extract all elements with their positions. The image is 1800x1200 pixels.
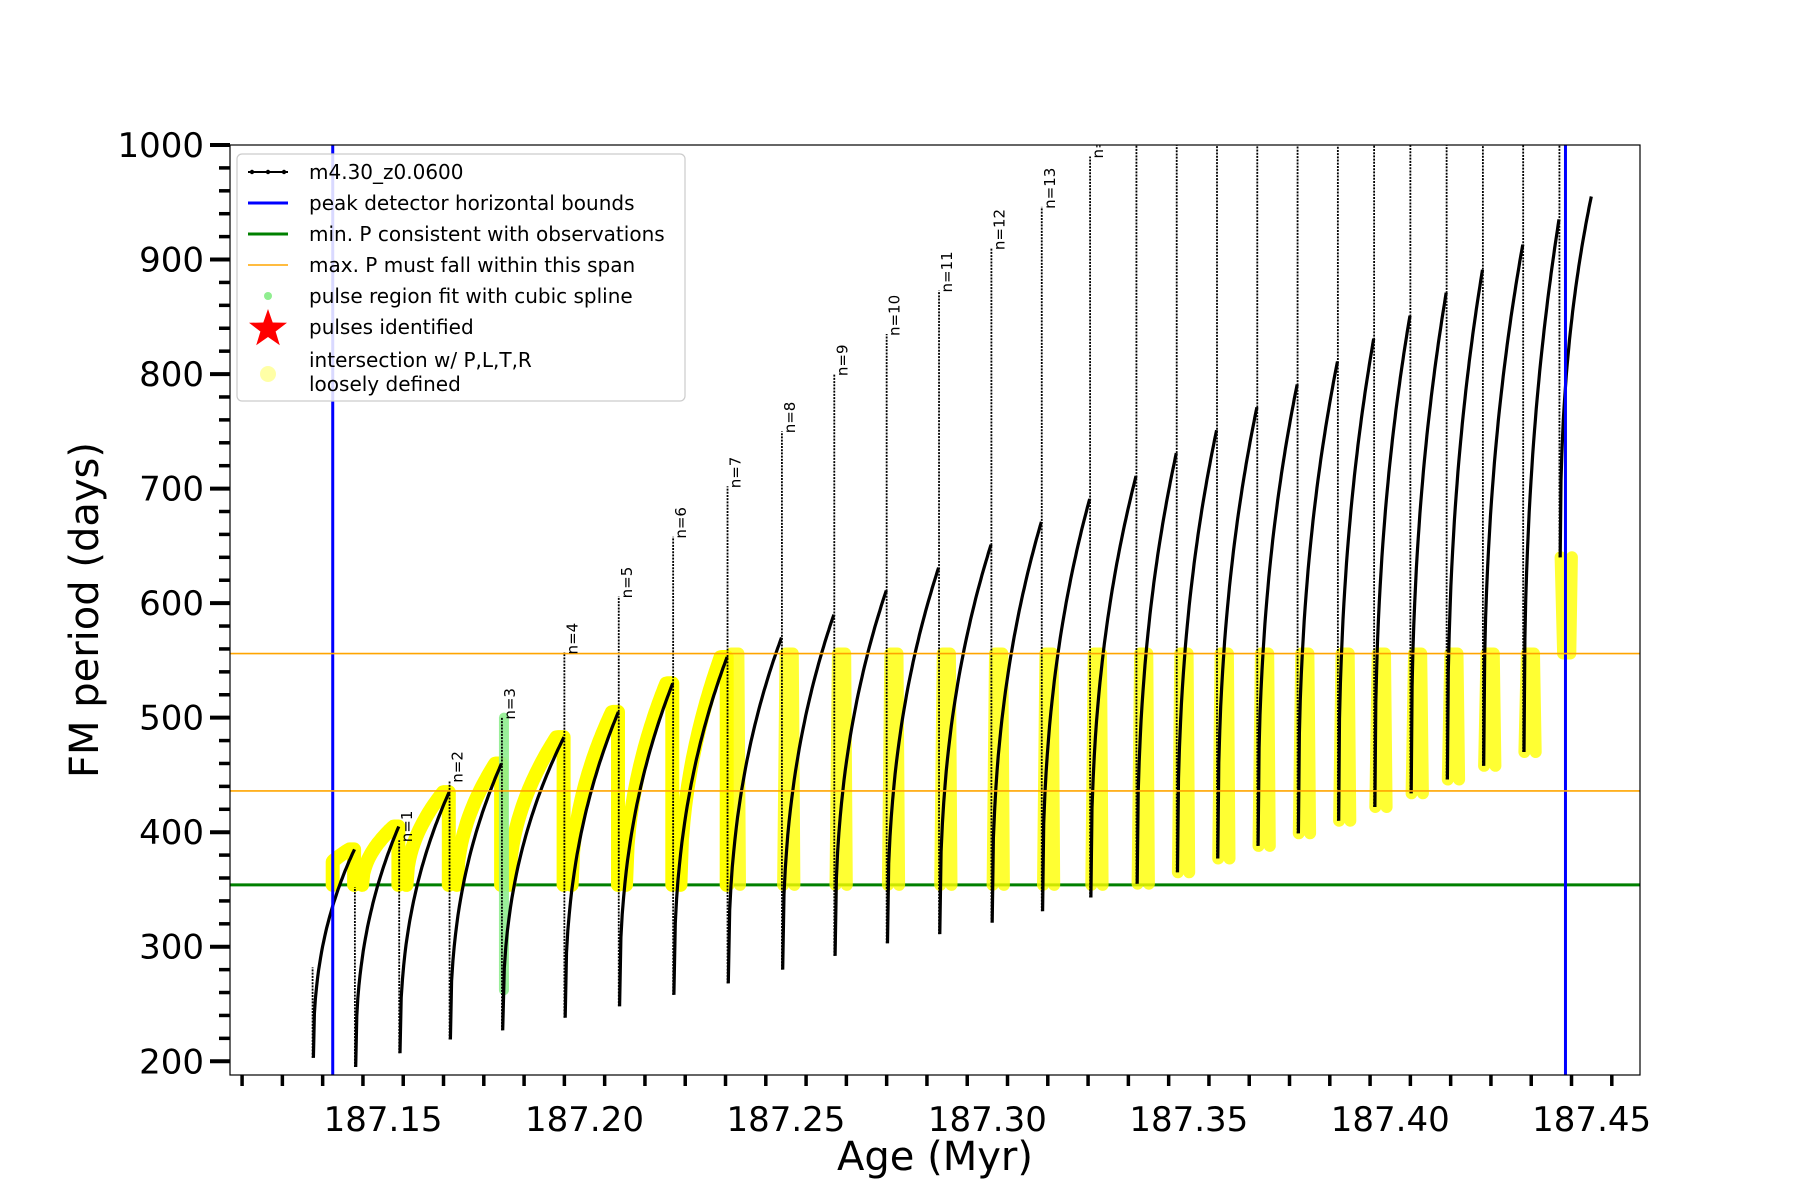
model-cycle (1296, 361, 1340, 834)
y-tick-label: 400 (139, 813, 204, 853)
model-cycle (1337, 338, 1376, 821)
plot-frame (229, 144, 1641, 1076)
model-cycle (781, 614, 836, 970)
pulse-label: n=8 (781, 402, 799, 434)
x-tick-label: 187.30 (928, 1100, 1047, 1140)
model-cycle (1089, 475, 1138, 898)
x-axis-title: Age (Myr) (837, 1134, 1033, 1180)
pulse-label: n=13 (1041, 168, 1059, 209)
intersection-band (399, 785, 456, 892)
legend-item-min-period: min. P consistent with observations (248, 222, 665, 246)
intersection-band (502, 730, 571, 892)
x-tick-label: 187.25 (726, 1100, 845, 1140)
legend-label: max. P must fall within this span (309, 253, 635, 277)
pulse-label: n=2 (449, 751, 467, 783)
pulse-label: n=11 (938, 251, 956, 292)
pulse-label: n=12 (990, 209, 1008, 250)
model-cycle (563, 711, 620, 1018)
legend-label: m4.30_z0.0600 (309, 160, 464, 184)
x-tick-label: 187.40 (1331, 1100, 1450, 1140)
plot-area: n=1 n=2 n=3 n=4 n=5 n=6 n=7 n=8 n=9 n=10 n=11 n=12 n… (230, 117, 1640, 1075)
pulse-label: n=4 (563, 623, 581, 655)
y-axis-title: FM period (days) (62, 442, 108, 778)
legend-item-max-period-span: max. P must fall within this span (248, 253, 635, 277)
y-tick-label: 700 (139, 470, 204, 510)
legend-marker (260, 366, 276, 382)
legend-item-model: m4.30_z0.0600 (248, 160, 464, 184)
x-tick-label: 187.20 (525, 1100, 644, 1140)
star-icon (249, 309, 287, 346)
model-cycle (885, 567, 941, 944)
pulse-label: n=1 (398, 811, 416, 843)
pulse-label: n=5 (618, 567, 636, 599)
y-tick-label: 500 (139, 699, 204, 739)
x-tick-label: 187.35 (1129, 1100, 1248, 1140)
legend-box (236, 153, 686, 402)
intersection-band (564, 704, 625, 892)
legend-label: pulses identified (309, 315, 474, 339)
axes: 200 300 400 500 600 700 800 900 1000 187.15 187.20… (117, 126, 1651, 1140)
legend-label: loosely defined (309, 372, 461, 396)
model-cycle (1256, 384, 1299, 846)
intersection-band (673, 650, 734, 892)
legend-marker (281, 169, 287, 175)
pulse-label: n=7 (727, 457, 745, 489)
model-cycle (1041, 498, 1092, 912)
y-tick-label: 300 (139, 928, 204, 968)
model-cycle (618, 682, 675, 1007)
legend-marker (249, 169, 255, 175)
model-cycle (1175, 429, 1219, 873)
pulse-labels: n=1 n=2 n=3 n=4 n=5 n=6 n=7 n=8 n=9 n=10 n=11 n=12 n… (398, 117, 1107, 843)
legend-label: intersection w/ P,L,T,R (309, 348, 532, 372)
legend-marker (264, 292, 272, 300)
pulse-label: n=14 (1089, 117, 1107, 158)
legend-label: peak detector horizontal bounds (309, 191, 635, 215)
y-tick-label: 900 (139, 241, 204, 281)
y-tick-label: 1000 (117, 126, 204, 166)
model-cycle (398, 791, 451, 1054)
period-span-layer (230, 652, 1640, 792)
model-cycle (501, 736, 566, 1031)
model-cycle (1409, 292, 1448, 794)
legend-label: min. P consistent with observations (309, 222, 665, 246)
model-cycle (1373, 315, 1412, 808)
model-cycle (672, 656, 729, 995)
y-tick-label: 800 (139, 355, 204, 395)
legend-item-detector-bounds: peak detector horizontal bounds (248, 191, 635, 215)
x-tick-label: 187.15 (324, 1100, 443, 1140)
model-cycle (1216, 406, 1259, 859)
y-tick-label: 600 (139, 584, 204, 624)
intersection-band (777, 647, 801, 891)
model-cycle (938, 544, 993, 935)
model-cycle (354, 825, 401, 1068)
model-cycle (1445, 269, 1485, 780)
model-cycle (990, 521, 1043, 923)
intersection-band (355, 819, 406, 892)
pulse-label: n=3 (501, 688, 519, 720)
pulse-label: n=9 (833, 344, 851, 376)
pulse-label: n=10 (886, 295, 904, 336)
legend-marker (265, 169, 271, 175)
model-cycle (1482, 244, 1525, 766)
model-series (311, 145, 1593, 1068)
y-tick-label: 200 (139, 1042, 204, 1082)
model-cycle (1135, 452, 1178, 884)
legend-item-pulses: pulses identified (249, 309, 474, 346)
intersection-band (619, 676, 680, 892)
legend-item-spline-fit: pulse region fit with cubic spline (264, 284, 633, 308)
model-cycle (1522, 219, 1561, 753)
pulse-label: n=6 (672, 507, 690, 539)
model-cycle (448, 762, 503, 1040)
model-cycle (726, 636, 784, 984)
legend-label: pulse region fit with cubic spline (309, 284, 633, 308)
model-cycle (833, 589, 888, 956)
x-tick-label: 187.45 (1532, 1100, 1651, 1140)
